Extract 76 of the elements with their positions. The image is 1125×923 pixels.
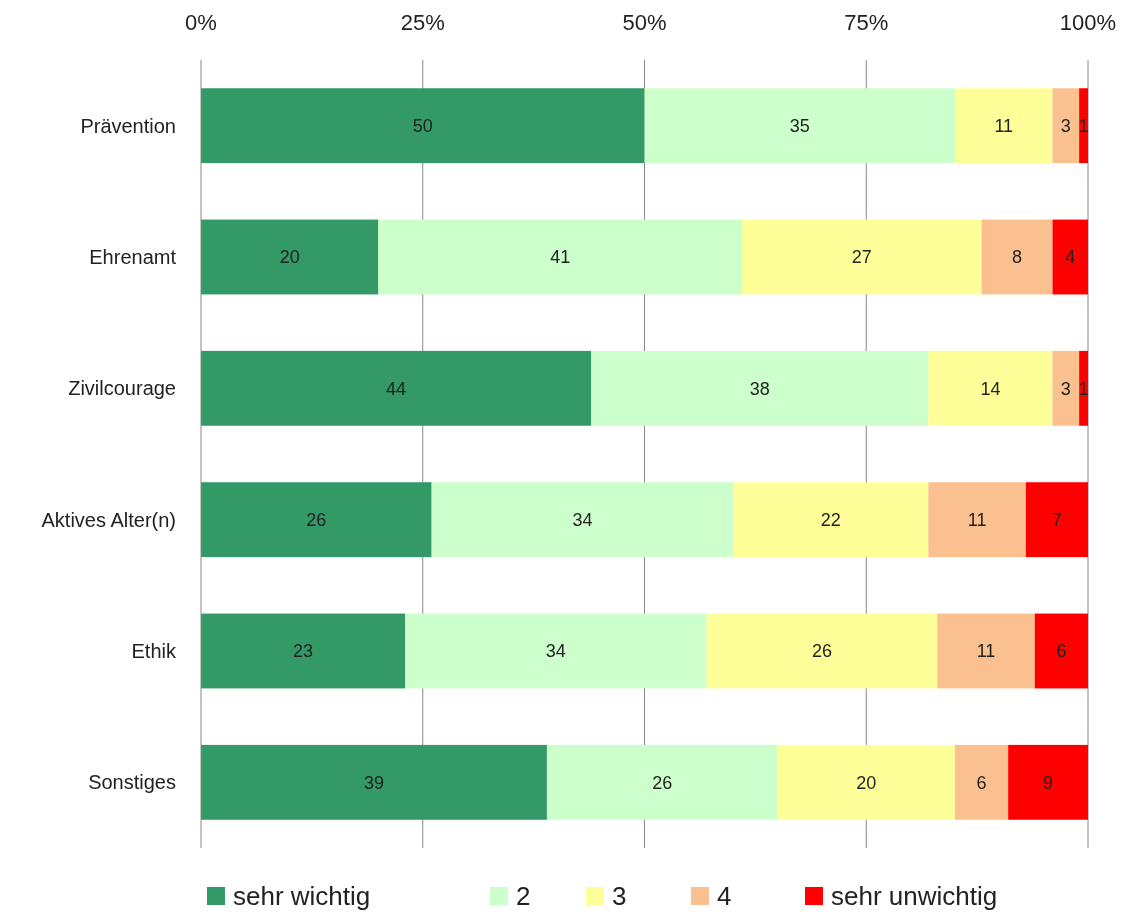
bar	[201, 219, 379, 295]
legend-label: 3	[612, 881, 627, 911]
y-tick-label: Aktives Alter(n)	[41, 508, 176, 531]
bar	[405, 613, 707, 689]
data-label: 11	[994, 115, 1014, 136]
bar	[1052, 88, 1080, 164]
data-label: 14	[980, 378, 1001, 399]
bar	[1008, 744, 1088, 820]
data-label: 26	[306, 509, 327, 530]
x-tick-label: 0%	[185, 10, 217, 35]
bar	[201, 482, 432, 558]
data-label: 44	[386, 378, 407, 399]
data-label: 20	[856, 772, 877, 793]
bar	[937, 613, 1035, 689]
legend-label: 2	[516, 881, 531, 911]
data-label: 7	[1051, 509, 1062, 530]
y-tick-label: Sonstiges	[88, 771, 176, 794]
data-label: 26	[652, 772, 673, 793]
data-label: 11	[976, 641, 996, 662]
data-label: 38	[749, 378, 770, 399]
bar	[733, 482, 929, 558]
data-label: 3	[1060, 115, 1071, 136]
legend-label: 4	[717, 881, 732, 911]
data-label: 23	[292, 641, 314, 662]
bar	[591, 350, 929, 426]
bar	[431, 482, 734, 558]
bar	[644, 88, 955, 164]
data-label: 41	[550, 247, 571, 268]
bar	[1079, 350, 1088, 426]
bar	[777, 744, 955, 820]
data-label: 11	[967, 509, 987, 530]
bar	[1079, 88, 1088, 164]
data-label: 6	[976, 772, 987, 793]
bar	[1034, 613, 1088, 689]
data-label: 50	[412, 115, 433, 136]
bar	[928, 482, 1026, 558]
x-tick-label: 75%	[844, 10, 889, 35]
data-label: 4	[1065, 247, 1076, 268]
y-tick-label: Ethik	[131, 640, 177, 662]
legend-label: sehr unwichtig	[831, 881, 998, 911]
legend-label: sehr wichtig	[233, 881, 371, 911]
data-label: 26	[811, 641, 832, 662]
bar	[981, 219, 1053, 295]
data-label: 34	[545, 641, 566, 662]
bar	[201, 613, 406, 689]
data-label: 6	[1056, 641, 1067, 662]
y-tick-label: Ehrenamt	[89, 246, 177, 268]
bar	[201, 88, 645, 164]
data-label: 20	[279, 247, 300, 268]
bar	[201, 350, 592, 426]
data-label: 34	[572, 509, 593, 530]
x-tick-label: 50%	[622, 10, 667, 35]
bar	[201, 744, 547, 820]
bar	[546, 744, 778, 820]
bar	[706, 613, 938, 689]
data-label: 22	[820, 509, 841, 530]
bar	[928, 350, 1053, 426]
data-label: 35	[789, 115, 810, 136]
bar	[378, 219, 743, 295]
data-label: 9	[1043, 772, 1054, 793]
bar	[954, 744, 1009, 820]
y-tick-label: Prävention	[80, 114, 176, 137]
y-tick-label: Zivilcourage	[68, 377, 176, 400]
bar	[1052, 219, 1088, 295]
data-label: 1	[1078, 378, 1089, 399]
bar	[1025, 482, 1088, 558]
data-label: 8	[1012, 247, 1023, 268]
bar	[742, 219, 982, 295]
data-label: 27	[851, 247, 872, 268]
x-tick-label: 25%	[400, 10, 445, 35]
data-label: 39	[363, 772, 384, 793]
bar	[1052, 350, 1080, 426]
data-label: 1	[1078, 115, 1089, 136]
x-tick-label: 100%	[1059, 10, 1117, 35]
bar	[954, 88, 1053, 164]
data-label: 3	[1060, 378, 1071, 399]
